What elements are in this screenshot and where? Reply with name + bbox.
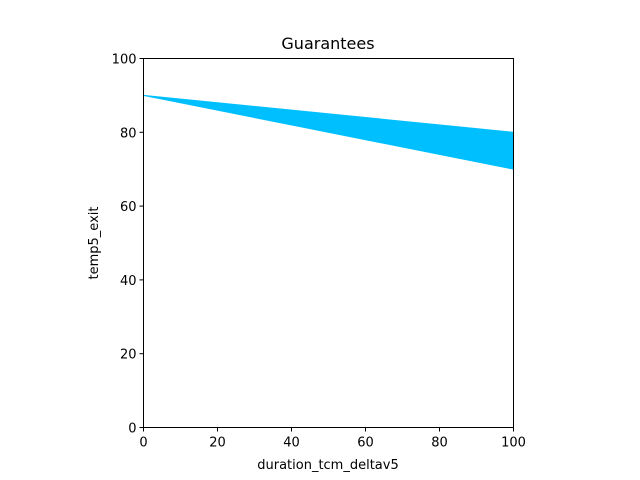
y-tick-label: 40	[120, 274, 137, 289]
x-tick-label: 20	[209, 436, 226, 451]
chart-title: Guarantees	[281, 34, 374, 53]
y-tick-label: 20	[120, 348, 137, 363]
x-tick-label: 0	[139, 436, 147, 451]
y-tick-label: 100	[112, 53, 137, 68]
x-tick-label: 80	[431, 436, 448, 451]
y-tick-label: 80	[120, 126, 137, 141]
x-tick-label: 40	[283, 436, 300, 451]
x-axis-ticks: 0 20 40 60 80 100	[139, 427, 526, 451]
y-tick-label: 60	[120, 200, 137, 215]
x-tick-label: 60	[357, 436, 374, 451]
axes-frame	[143, 58, 514, 428]
y-tick-label: 0	[128, 422, 136, 437]
x-tick-label: 100	[501, 436, 526, 451]
x-axis-label: duration_tcm_deltav5	[257, 458, 399, 473]
y-axis-ticks: 0 20 40 60 80 100	[112, 53, 144, 437]
y-axis-label: temp5_exit	[87, 207, 102, 280]
